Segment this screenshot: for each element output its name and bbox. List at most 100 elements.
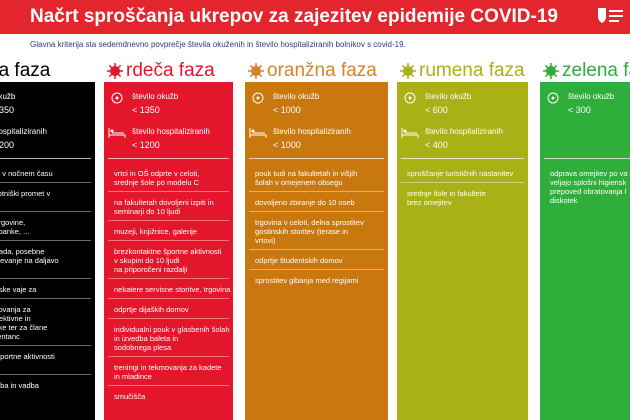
phase-column: število okužb < 300 odprava omejitev po va… (540, 82, 630, 420)
measure-text: aktne športne aktivnosti (0, 352, 55, 361)
logo (598, 8, 623, 23)
header-bar: Načrt sproščanja ukrepov za zajezitev ep… (0, 0, 630, 34)
criterion-value: < 1000 (273, 140, 301, 150)
separator (108, 318, 229, 319)
separator (249, 249, 384, 250)
measure-text: nekatere servisne storitve, trgovina (114, 285, 231, 294)
criterion-value: < 300 (568, 105, 591, 115)
separator (108, 385, 229, 386)
virus-symbol (400, 63, 416, 79)
measure-text: javni potniški promet v (0, 189, 51, 198)
separator (108, 158, 229, 159)
phase-column: število okužb < 600 število hospitaliziran… (397, 82, 528, 420)
separator (0, 158, 91, 159)
subtitle: Glavna kriterija sta sedemdnevno povpreč… (30, 40, 406, 49)
separator (0, 211, 91, 212)
virus-symbol (543, 63, 559, 79)
measure-text: na priporočeni razdalji (114, 265, 188, 274)
separator (249, 191, 384, 192)
measure-text: oratorijske vaje za (0, 285, 37, 294)
phase-title: na faza (0, 60, 51, 81)
criterion-value: 1350 (0, 105, 15, 115)
separator (108, 356, 229, 357)
measure-text: individualni pouk v glasbenih šolah (114, 325, 230, 334)
criterion-label: število okužb (132, 92, 179, 101)
measure-text: prepoved obratovanja l (550, 187, 627, 196)
criterion-label: število okužb (425, 92, 472, 101)
separator (108, 298, 229, 299)
measure-text: odprtje dijaških domov (114, 305, 189, 314)
measure-text: obsegu (0, 198, 1, 207)
separator (249, 158, 384, 159)
measure-text: trgovina v celoti, delna sprostitev (255, 218, 364, 227)
separator (544, 158, 630, 159)
criterion-label: število hospitaliziranih (273, 127, 351, 136)
measure-text: vrtovi) (255, 236, 276, 245)
separator (0, 182, 91, 183)
measure-text: treningi in tekmovanja za kadete (114, 363, 222, 372)
phase-column: število okužb < 1000 število hospitalizira… (245, 82, 388, 420)
measure-text: srednje šole in fakultete (407, 189, 486, 198)
separator (401, 158, 524, 159)
measure-text: reprezentanc (0, 332, 20, 341)
separator (108, 240, 229, 241)
separator (108, 191, 229, 192)
separator (0, 345, 91, 346)
measure-text: pouk tudi na fakultetah in višjih (255, 169, 358, 178)
measure-text: sodobnega plesa (114, 343, 172, 352)
separator (249, 269, 384, 270)
measure-text: gostinskih storitev (terase in (255, 227, 348, 236)
criterion-value: < 1350 (132, 105, 160, 115)
bed-icon (249, 128, 267, 138)
virus-icon (111, 92, 123, 104)
criterion-label: okužb (0, 92, 16, 101)
measure-text: muzeji, knjižnice, galerije (114, 227, 197, 236)
phase-column: število okužb < 1350 število hospitalizira… (104, 82, 233, 420)
criterion-label: število hospitaliziranih (425, 127, 503, 136)
measure-text: in izvedba baleta in (114, 334, 179, 343)
phase-title: oranžna faza (267, 60, 377, 81)
bed-icon (108, 128, 126, 138)
criterion-value: 1200 (0, 140, 15, 150)
measure-text: in mladince (114, 372, 152, 381)
measure-text: nujne trgovine, (0, 218, 26, 227)
criterion-label: hospitaliziranih (0, 127, 47, 136)
criterion-label: število okužb (273, 92, 320, 101)
separator (0, 278, 91, 279)
separator (401, 182, 524, 183)
criterion-value: < 400 (425, 140, 448, 150)
measure-text: dovoljeno zbiranje do 10 oseb (255, 198, 355, 207)
measure-text: pošte, banke, ... (0, 227, 30, 236)
virus-symbol (248, 63, 264, 79)
measure-text: izobraževanje na daljavo (0, 256, 59, 265)
measure-text: odprava omejitev po va (550, 169, 628, 178)
virus-icon (404, 92, 416, 104)
separator (108, 220, 229, 221)
measure-text: veljajo splošni higiensk (550, 178, 627, 187)
phase-title: rumena faza (419, 60, 525, 81)
measure-text: brezkontaktne športne aktivnosti (114, 247, 222, 256)
measure-text: vrtci in OŠ odprte v celoti, (114, 169, 200, 178)
phase-column: okužb 1350 hospitaliziranih 1200 gibanja v n… (0, 82, 95, 420)
criterion-value: < 1200 (132, 140, 160, 150)
title: Načrt sproščanja ukrepov za zajezitev ep… (30, 6, 558, 27)
measure-text: sprostitev gibanja med regijami (255, 276, 359, 285)
virus-symbol (107, 63, 123, 79)
measure-text: n tekmovanja za (0, 305, 31, 314)
phase-title: rdeča faza (126, 60, 215, 81)
measure-text: na fakultetah dovoljeni izpiti in (114, 198, 214, 207)
measure-text: seminarji do 10 ljudi (114, 207, 181, 216)
criterion-label: število hospitaliziranih (132, 127, 210, 136)
measure-text: odprtje študentskih domov (255, 256, 343, 265)
criterion-value: < 600 (425, 105, 448, 115)
measure-text: sproščanje turističnih nastanitev (407, 169, 514, 178)
separator (108, 278, 229, 279)
measure-text: , perspektivne in (0, 314, 31, 323)
measure-text: smučišča (114, 392, 146, 401)
measure-text: nja vadba in vadba (0, 381, 39, 390)
virus-icon (252, 92, 264, 104)
measure-text: prva triada, posebne (0, 247, 45, 256)
measure-text: v skupini do 10 ljudi (114, 256, 180, 265)
measure-text: srednje šole po modelu C (114, 178, 200, 187)
